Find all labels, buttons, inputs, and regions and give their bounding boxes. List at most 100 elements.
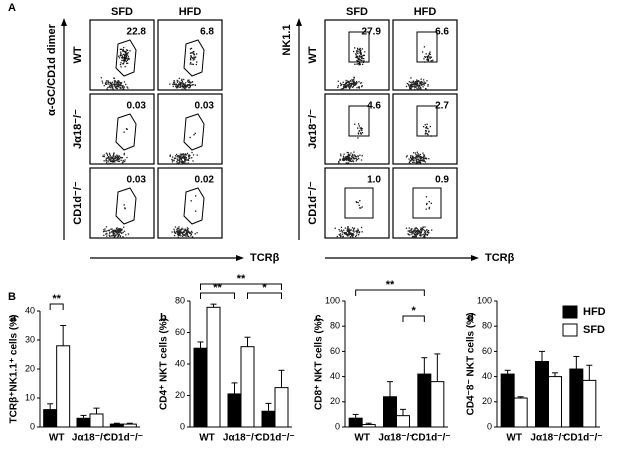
y-axis-label: α-GC/CD1d dimer <box>46 23 58 115</box>
dot <box>106 153 108 155</box>
dot <box>353 84 356 87</box>
dot <box>117 82 119 84</box>
dot <box>356 231 358 233</box>
dot <box>191 236 194 238</box>
dot <box>359 55 361 57</box>
dot <box>185 230 187 232</box>
dot <box>415 159 418 161</box>
bar <box>56 345 71 428</box>
dot <box>347 235 349 237</box>
dot <box>349 82 352 85</box>
dot <box>177 80 179 82</box>
dot <box>339 230 341 232</box>
dot <box>348 231 350 233</box>
dot <box>176 153 178 156</box>
dot <box>179 153 182 155</box>
dot <box>120 52 122 55</box>
x-tick-label: Jα18⁻/⁻ <box>378 433 414 444</box>
dot <box>348 229 351 231</box>
gate <box>412 187 442 219</box>
dot <box>415 235 417 237</box>
dot <box>193 134 195 136</box>
dot <box>425 229 428 231</box>
dot <box>347 80 350 83</box>
dot <box>360 86 363 88</box>
dot <box>418 159 420 162</box>
dot <box>179 85 182 87</box>
dot <box>185 82 187 84</box>
dot <box>194 233 196 235</box>
percentage: 27.9 <box>362 27 382 38</box>
dot <box>411 86 413 89</box>
gate <box>115 39 137 77</box>
dot <box>417 88 420 90</box>
gate <box>344 187 374 219</box>
dot <box>424 232 427 234</box>
dot <box>357 229 360 232</box>
dot <box>416 233 419 235</box>
dot <box>357 133 360 135</box>
dot <box>358 62 361 65</box>
dots <box>338 123 364 164</box>
dot <box>118 158 121 160</box>
dot <box>186 154 188 156</box>
dot <box>182 154 185 156</box>
dot <box>410 88 412 91</box>
dot <box>351 86 354 88</box>
dot <box>414 236 416 238</box>
dot <box>356 56 358 59</box>
dot <box>172 83 174 85</box>
dot <box>415 154 417 156</box>
dot <box>112 88 114 90</box>
dot <box>184 157 186 160</box>
dot <box>409 156 412 159</box>
dot <box>338 233 340 236</box>
dot <box>347 152 350 154</box>
dot <box>181 80 184 82</box>
dot <box>180 157 183 159</box>
dot <box>407 230 409 232</box>
dot <box>187 235 189 237</box>
dot <box>172 85 174 88</box>
dot <box>409 84 412 86</box>
dot <box>424 87 427 90</box>
dot <box>355 160 358 162</box>
dot <box>336 235 338 238</box>
dot <box>343 157 345 159</box>
dot <box>359 63 361 66</box>
dot <box>110 158 112 161</box>
dot <box>418 232 420 235</box>
dot <box>107 160 109 162</box>
dot <box>190 56 193 58</box>
dot <box>122 85 124 88</box>
dot <box>178 233 180 235</box>
dot <box>122 159 124 162</box>
dot <box>425 196 428 198</box>
dot <box>409 231 411 233</box>
dot <box>123 86 125 88</box>
dot <box>173 234 176 237</box>
dot <box>427 54 430 57</box>
y-tick-label: 40 <box>25 305 35 315</box>
dot <box>105 230 107 233</box>
dot <box>181 78 183 81</box>
dot <box>120 87 122 89</box>
dot <box>357 228 359 230</box>
dot <box>181 82 183 84</box>
dot <box>118 234 120 236</box>
dot <box>123 61 125 63</box>
dot <box>419 87 421 90</box>
dot <box>190 230 193 233</box>
dot <box>414 84 416 86</box>
dot <box>422 228 424 231</box>
dot <box>421 81 424 83</box>
dot <box>361 128 363 130</box>
dot <box>124 207 126 209</box>
dot <box>345 86 348 88</box>
dot <box>415 236 417 238</box>
dot <box>178 226 180 228</box>
dot <box>120 229 123 232</box>
dot <box>356 232 358 234</box>
dot <box>186 227 189 229</box>
column-header: SFD <box>346 6 368 18</box>
